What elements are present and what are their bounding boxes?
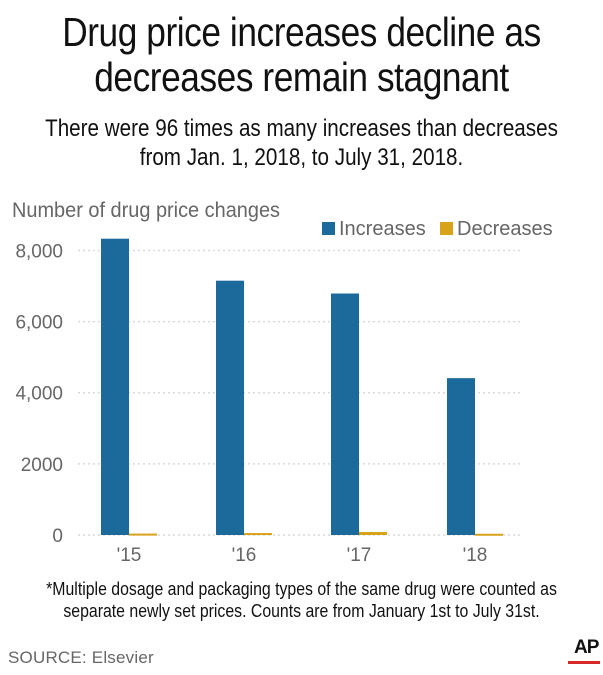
- chart-title-line-2: decreases remain stagnant: [94, 54, 509, 100]
- y-tick-label: 8,000: [15, 241, 63, 262]
- footnote-line-2: separate newly set prices. Counts are fr…: [63, 601, 540, 621]
- bar-decreases: [475, 533, 503, 536]
- bar-decreases: [129, 533, 157, 536]
- x-tick-label: '18: [463, 545, 488, 566]
- gridlines: [78, 249, 520, 536]
- chart-title-line-1: Drug price increases decline as: [62, 9, 541, 55]
- bar-decreases: [244, 533, 272, 536]
- bar-increases: [216, 280, 244, 535]
- legend-label: Increases: [339, 218, 426, 240]
- y-tick-label: 0: [52, 526, 63, 547]
- x-axis-ticks: '15 '16 '17 '18: [117, 545, 488, 566]
- bars: [101, 238, 503, 536]
- legend-label: Decreases: [457, 218, 553, 240]
- bar-increases: [331, 293, 359, 535]
- y-axis-ticks: 0 2000 4,000 6,000 8,000: [15, 241, 63, 547]
- ap-logo: AP: [574, 637, 599, 658]
- bar-increases: [101, 238, 129, 535]
- footnote-line-1: *Multiple dosage and packaging types of …: [46, 579, 557, 599]
- legend-swatch: [322, 222, 335, 235]
- y-tick-label: 6,000: [15, 313, 63, 334]
- y-axis-label: Number of drug price changes: [12, 199, 280, 222]
- ap-logo-underline: [568, 661, 600, 664]
- x-tick-label: '15: [117, 545, 142, 566]
- x-tick-label: '16: [232, 545, 257, 566]
- bar-decreases: [359, 531, 387, 535]
- bar-increases: [447, 378, 475, 535]
- legend: Increases Decreases: [322, 218, 553, 240]
- chart-subtitle-line-2: from Jan. 1, 2018, to July 31, 2018.: [139, 144, 464, 171]
- y-tick-label: 2000: [21, 455, 63, 476]
- source-credit: SOURCE: Elsevier: [8, 648, 154, 667]
- y-tick-label: 4,000: [15, 384, 63, 405]
- bar-chart: Number of drug price changes 0 2000 4,000 6…: [12, 199, 553, 566]
- chart-subtitle-line-1: There were 96 times as many increases th…: [45, 115, 558, 142]
- x-tick-label: '17: [347, 545, 372, 566]
- legend-swatch: [440, 222, 453, 235]
